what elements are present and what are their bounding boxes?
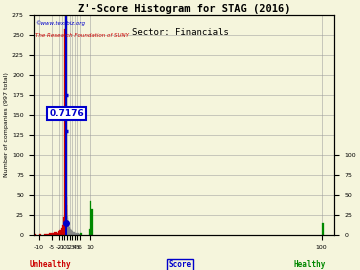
Bar	[49, 233, 51, 235]
Bar	[58, 231, 59, 235]
Bar	[71, 230, 72, 235]
Bar	[70, 228, 71, 235]
Bar	[78, 233, 79, 235]
Bar	[89, 228, 90, 235]
Bar	[79, 234, 80, 235]
Text: ©www.textbiz.org: ©www.textbiz.org	[35, 21, 85, 26]
Y-axis label: Number of companies (997 total): Number of companies (997 total)	[4, 73, 9, 177]
Text: Unhealthy: Unhealthy	[30, 260, 71, 269]
Bar	[63, 217, 64, 235]
Bar	[75, 232, 76, 235]
Text: Score: Score	[168, 260, 192, 269]
Text: 0.7176: 0.7176	[49, 109, 84, 118]
Bar	[73, 232, 74, 235]
Bar	[81, 233, 82, 235]
Bar	[321, 223, 324, 235]
Bar	[57, 232, 58, 235]
Title: Z'-Score Histogram for STAG (2016): Z'-Score Histogram for STAG (2016)	[78, 4, 290, 14]
Bar	[72, 231, 73, 235]
Bar	[69, 228, 70, 235]
Text: Healthy: Healthy	[293, 260, 326, 269]
Bar	[62, 225, 63, 235]
Bar	[74, 232, 75, 235]
Bar	[33, 234, 36, 235]
Bar	[91, 209, 93, 235]
Bar	[80, 232, 81, 235]
Bar	[60, 228, 62, 235]
Text: The Research Foundation of SUNY: The Research Foundation of SUNY	[35, 33, 129, 38]
Bar	[59, 230, 60, 235]
Bar	[46, 234, 49, 235]
Bar	[90, 201, 91, 235]
Text: Sector: Financials: Sector: Financials	[132, 28, 228, 37]
Bar	[54, 232, 57, 235]
Bar	[76, 233, 77, 235]
Bar	[44, 234, 46, 235]
Bar	[77, 233, 78, 235]
Bar	[51, 232, 54, 235]
Bar	[39, 234, 41, 235]
